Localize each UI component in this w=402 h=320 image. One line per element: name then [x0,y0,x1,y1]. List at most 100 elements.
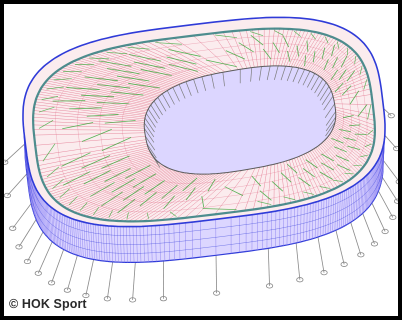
membrane-radial [320,143,352,179]
bracing-member [41,96,59,100]
membrane-radial [330,73,368,91]
mast-line [377,189,394,218]
mast-footing [9,225,17,231]
bracing-member [66,87,100,90]
membrane-radial [323,141,356,176]
membrane-radial [55,162,160,201]
membrane-radial [36,96,147,113]
mast-footing [159,296,168,302]
membrane-radial [315,147,344,185]
bracing-member [163,195,175,209]
membrane-radial [316,44,347,75]
mast-footing [389,214,397,221]
membrane-radial [331,131,368,161]
bracing-member [324,36,329,44]
membrane-radial [283,161,291,203]
membrane-radial [318,145,349,181]
bracing-member [133,61,166,69]
mast-line [106,257,114,299]
bracing-member [321,47,326,59]
membrane-radial [56,70,160,97]
hanger-cable [193,79,199,94]
membrane-radial [311,149,338,188]
mast-line [4,143,26,163]
mast-line [85,255,95,296]
membrane-radial [258,29,262,67]
bracing-member [182,177,198,192]
membrane-radial [103,173,192,220]
mast-footing [370,241,379,247]
bracing-member [259,190,272,201]
bracing-member [168,63,198,72]
bracing-member [110,91,144,96]
mast-footing [296,277,304,283]
membrane-radial [296,157,314,198]
membrane-radial [48,78,155,102]
bracing-member [61,152,91,167]
membrane-radial [325,138,360,172]
mast-line [382,159,398,181]
membrane-radial [41,150,150,180]
membrane-radial [95,172,187,219]
membrane-radial [332,128,371,157]
mast-line [7,173,28,196]
membrane-radial [222,32,244,69]
bracing-member [354,56,357,64]
membrane-radial [76,169,175,214]
membrane-radial [335,117,375,137]
membrane-radial [269,28,275,67]
stadium-roof-diagram [4,16,398,303]
membrane-radial [115,173,199,222]
membrane-radial [59,69,162,95]
membrane-radial [321,142,354,178]
bracing-member [59,188,70,198]
membrane-radial [38,145,148,170]
membrane-radial [51,160,157,197]
membrane-radial [305,153,329,192]
membrane-radial [46,80,153,103]
mast-footing [213,290,221,296]
hanger-cable [314,78,324,94]
bracing-member [296,45,300,57]
hanger-cable [178,84,186,99]
bracing-member [68,196,78,206]
hanger-cable [146,143,157,159]
membrane-radial [327,137,362,170]
hanger-cable [185,81,192,96]
roof-edge [22,16,386,228]
membrane-radial [307,37,335,71]
bracing-member [101,191,123,207]
bracing-member [272,42,280,54]
membrane-radial [143,173,216,222]
bracing-member [251,175,262,187]
membrane-radial [168,172,230,220]
bracing-member [144,180,165,195]
hanger-cable [297,69,305,84]
membrane-radial [244,167,260,211]
mast-line [215,251,218,294]
bracing-member [346,70,356,82]
bracing-member [367,129,374,136]
membrane-radial [163,39,221,73]
mast-footing [34,270,42,276]
membrane-radial [34,132,145,136]
bracing-member [215,34,237,39]
membrane-radial [286,29,302,67]
hanger-cable [145,136,156,151]
mast-footing [393,198,398,204]
mast-line [316,233,325,273]
bracing-member [108,210,113,218]
membrane-radial [103,50,189,82]
membrane-radial [278,28,289,66]
bracing-member [122,186,145,201]
membrane-radial [299,33,323,69]
membrane-radial [92,172,185,219]
bracing-member [304,55,307,67]
membrane-radial [332,80,370,95]
bracing-member [98,60,132,67]
bracing-member [201,196,205,208]
membrane-radial [309,150,335,189]
inner-tension-ring [143,65,337,175]
hanger-cable [144,122,155,138]
membrane-radial [335,106,375,116]
